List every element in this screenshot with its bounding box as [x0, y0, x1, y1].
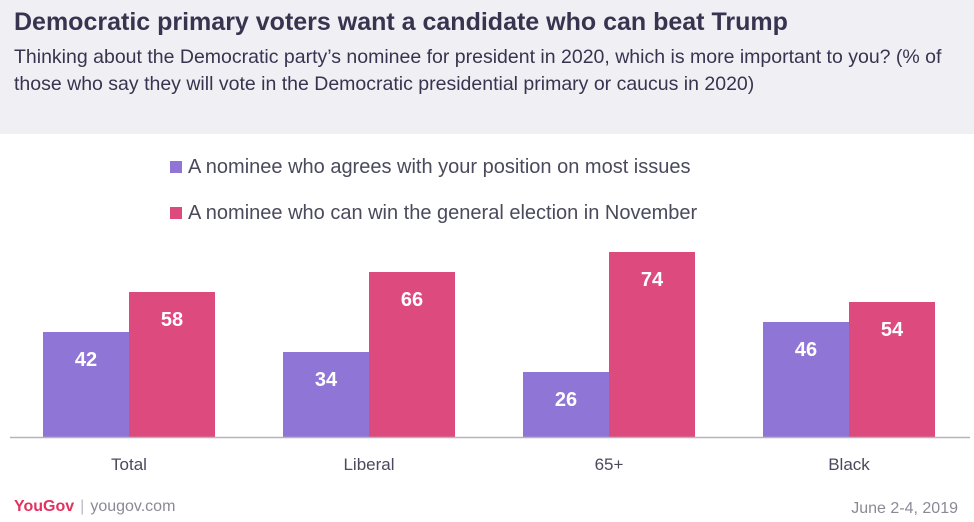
data-label: 74: [641, 269, 664, 291]
bar-liberal-series-2: [369, 272, 455, 437]
x-tick-label: 65+: [595, 455, 624, 474]
legend-label-agrees: A nominee who agrees with your position …: [188, 155, 691, 178]
data-label: 34: [315, 369, 338, 391]
footer-separator: |: [80, 498, 85, 515]
x-tick-label: Total: [111, 455, 147, 474]
data-label: 54: [881, 319, 904, 341]
footer-site: yougov.com: [90, 498, 176, 515]
legend-item-win: A nominee who can win the general electi…: [170, 198, 697, 228]
data-label: 26: [555, 389, 577, 411]
footer-date: June 2-4, 2019: [851, 500, 958, 517]
legend-label-win: A nominee who can win the general electi…: [188, 201, 698, 224]
bar-total-series-2: [129, 292, 215, 437]
chart-subtitle: Thinking about the Democratic party’s no…: [14, 46, 942, 95]
bar-chart: 42 58 Total 34 66 Liberal 26 74 65+ 46 54 Black: [10, 252, 970, 474]
legend-swatch-win: [170, 207, 182, 219]
legend: A nominee who agrees with your position …: [170, 152, 697, 244]
x-tick-label: Liberal: [343, 455, 394, 474]
yougov-logo: YouGov: [14, 498, 75, 515]
bar-total-series-1: [43, 332, 129, 437]
footer-brand: YouGov | yougov.com: [14, 498, 175, 516]
data-label: 42: [75, 349, 97, 371]
chart-title: Democratic primary voters want a candida…: [14, 8, 788, 36]
legend-item-agrees: A nominee who agrees with your position …: [170, 152, 697, 182]
x-tick-label: Black: [828, 455, 870, 474]
bar-liberal-series-1: [283, 352, 369, 437]
bar-65-series-1: [523, 372, 609, 437]
bar-black-series-1: [763, 322, 849, 437]
header: Democratic primary voters want a candida…: [0, 0, 974, 134]
data-label: 46: [795, 339, 817, 361]
bar-65-series-2: [609, 252, 695, 437]
data-label: 58: [161, 309, 183, 331]
bar-black-series-2: [849, 302, 935, 437]
legend-swatch-agrees: [170, 161, 182, 173]
data-label: 66: [401, 289, 423, 311]
